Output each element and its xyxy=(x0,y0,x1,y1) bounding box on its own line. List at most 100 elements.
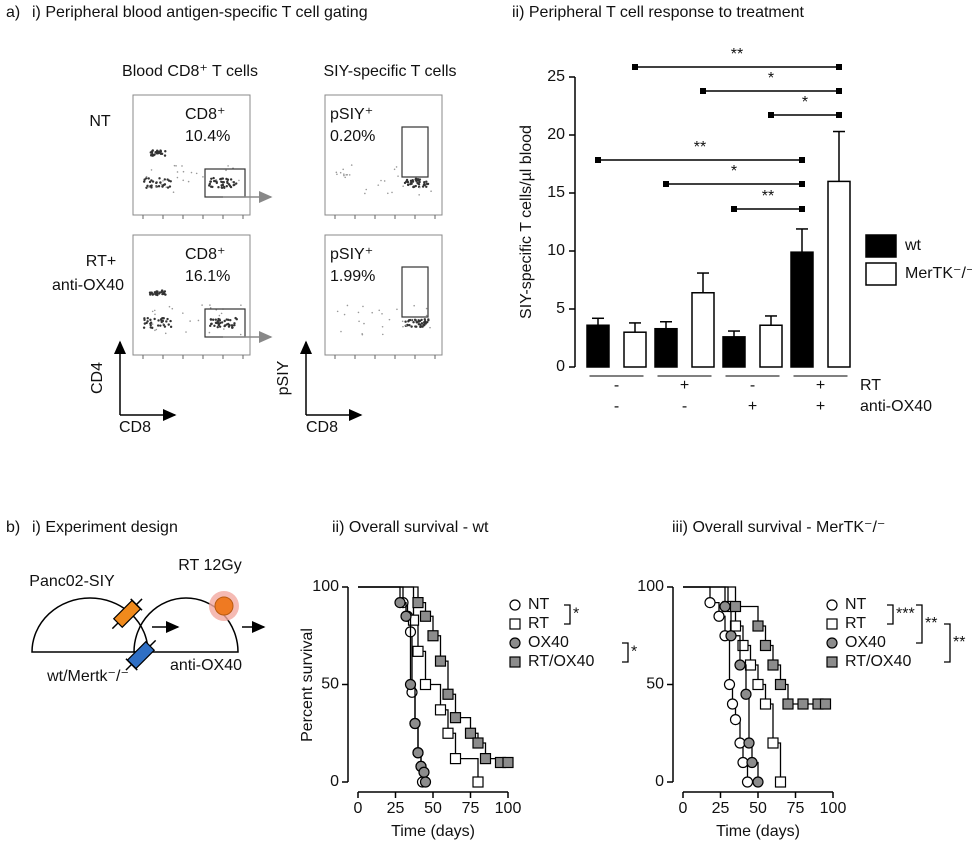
axis-label: CD8 xyxy=(119,419,151,436)
event-dot xyxy=(395,166,398,168)
event-dot xyxy=(217,317,220,321)
bar xyxy=(654,327,678,368)
marker xyxy=(797,698,809,710)
event-dot xyxy=(202,176,204,178)
chart-title: ii) Peripheral T cell response to treatm… xyxy=(512,4,805,21)
event-dot xyxy=(220,312,223,315)
event-dot xyxy=(409,179,413,183)
event-dot xyxy=(340,330,342,333)
event-dot xyxy=(146,320,149,323)
event-dot xyxy=(214,321,218,325)
marker xyxy=(782,698,794,710)
bar xyxy=(759,324,783,368)
event-dot xyxy=(142,180,146,183)
event-dot xyxy=(350,164,353,166)
panel-title: i) Peripheral blood antigen-specific T c… xyxy=(32,4,368,21)
event-dot xyxy=(162,180,164,182)
event-dot xyxy=(402,185,404,188)
event-dot xyxy=(421,325,424,328)
event-dot xyxy=(165,186,168,188)
event-dot xyxy=(210,177,213,180)
x-axis-label: Time (days) xyxy=(716,823,800,840)
event-dot xyxy=(231,181,234,183)
event-dot xyxy=(229,318,232,322)
marker xyxy=(774,678,787,691)
event-dot xyxy=(168,305,171,308)
marker xyxy=(723,678,736,691)
event-dot xyxy=(358,320,360,323)
event-dot xyxy=(168,185,172,188)
event-dot xyxy=(161,185,164,188)
significance-bracket xyxy=(944,623,951,663)
event-dot xyxy=(415,321,418,324)
event-dot xyxy=(225,169,227,172)
x-tick-label: 25 xyxy=(387,800,405,817)
event-dot xyxy=(343,174,345,177)
column-title: SIY-specific T cells xyxy=(323,63,456,80)
event-dot xyxy=(164,150,167,153)
gate-label: CD8⁺ xyxy=(185,246,225,263)
event-dot xyxy=(154,150,157,154)
event-dot xyxy=(423,182,426,186)
event-dot xyxy=(226,178,230,181)
event-dot xyxy=(414,319,417,322)
event-dot xyxy=(172,191,175,194)
event-dot xyxy=(159,318,163,321)
event-dot xyxy=(182,170,185,173)
event-dot xyxy=(159,324,162,327)
event-dot xyxy=(345,174,348,176)
bracket-end xyxy=(768,112,774,118)
event-dot xyxy=(397,175,399,177)
marker xyxy=(713,610,725,622)
legend-marker xyxy=(509,637,521,649)
event-dot xyxy=(209,304,211,306)
event-dot xyxy=(149,293,152,296)
bracket-end xyxy=(632,64,638,70)
syringe xyxy=(125,639,157,671)
marker xyxy=(400,610,412,622)
bar xyxy=(827,180,851,368)
event-dot xyxy=(214,318,217,321)
marker xyxy=(434,704,447,716)
marker xyxy=(752,776,764,788)
event-dot xyxy=(412,320,415,324)
marker xyxy=(442,688,454,700)
event-dot xyxy=(220,321,224,324)
y-tick-label: 10 xyxy=(547,242,565,259)
legend-marker xyxy=(509,618,521,630)
event-dot xyxy=(346,304,349,307)
marker xyxy=(419,678,432,691)
event-dot xyxy=(421,185,425,188)
legend-label: NT xyxy=(845,596,867,613)
condition-sign: - xyxy=(750,377,755,394)
legend-marker xyxy=(826,637,838,649)
event-dot xyxy=(335,171,338,174)
y-tick-label: 0 xyxy=(655,773,664,790)
event-dot xyxy=(240,304,242,306)
marker xyxy=(752,678,764,691)
event-dot xyxy=(182,312,184,314)
bracket-end xyxy=(731,206,737,212)
event-dot xyxy=(149,151,152,154)
bar xyxy=(691,292,715,368)
event-dot xyxy=(145,175,148,178)
event-dot xyxy=(209,322,213,326)
marker xyxy=(412,747,424,759)
event-dot xyxy=(423,321,426,324)
event-dot xyxy=(348,174,351,176)
event-dot xyxy=(415,180,418,183)
bracket-end xyxy=(799,157,805,163)
y-tick-label: 100 xyxy=(637,578,664,595)
event-dot xyxy=(151,293,154,296)
event-dot xyxy=(154,292,157,295)
event-dot xyxy=(231,326,234,329)
marker xyxy=(743,737,755,749)
event-dot xyxy=(182,179,185,182)
y-axis-label: SIY-specific T cells/µl blood xyxy=(518,125,535,319)
marker xyxy=(819,698,832,710)
event-dot xyxy=(185,331,187,333)
event-dot xyxy=(211,318,215,321)
design-label: wt/Mertk⁻/⁻ xyxy=(46,668,129,685)
event-dot xyxy=(146,184,149,188)
row-label: NT xyxy=(89,113,111,130)
